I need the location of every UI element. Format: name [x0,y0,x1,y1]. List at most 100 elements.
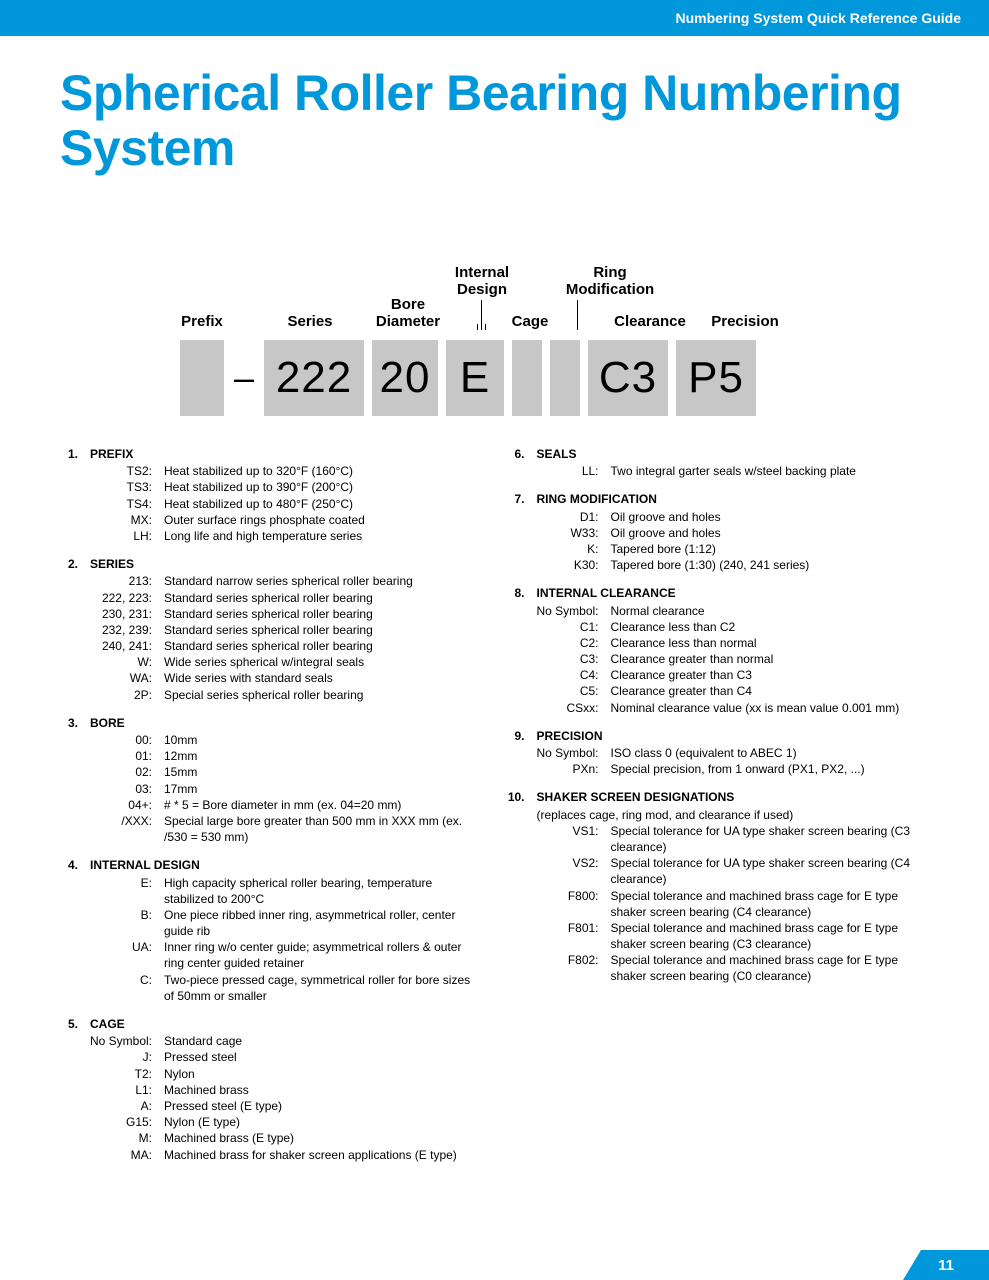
section: 9.PRECISIONNo Symbol:ISO class 0 (equiva… [507,728,930,778]
box-prefix [180,340,224,416]
diagram-labels: Prefix Series Bore Diameter Internal Des… [180,250,900,330]
entry: TS4:Heat stabilized up to 480°F (250°C) [60,496,483,512]
entry-desc: Machined brass for shaker screen applica… [164,1147,483,1163]
entry-code: C: [60,972,152,1004]
entry-desc: Wide series with standard seals [164,670,483,686]
entry-code: TS2: [60,463,152,479]
entry-desc: Machined brass [164,1082,483,1098]
column-left: 1.PREFIXTS2:Heat stabilized up to 320°F … [60,446,483,1175]
entry-desc: High capacity spherical roller bearing, … [164,875,483,907]
entry-code: UA: [60,939,152,971]
section-title: SEALS [537,446,930,462]
page-number: 11 [938,1257,954,1274]
entry-desc: Machined brass (E type) [164,1130,483,1146]
entry-desc: Nominal clearance value (xx is mean valu… [611,700,930,716]
entry-code: TS4: [60,496,152,512]
entry-desc: ISO class 0 (equivalent to ABEC 1) [611,745,930,761]
box-precision: P5 [676,340,756,416]
entry-desc: Standard series spherical roller bearing [164,622,483,638]
entry-code: VS2: [507,855,599,887]
section-number: 5. [60,1016,78,1032]
entry: D1: Oil groove and holes [507,509,930,525]
section-heading: 2.SERIES [60,556,483,572]
section: 10.SHAKER SCREEN DESIGNATIONS(replaces c… [507,789,930,984]
entry-desc: Special tolerance and machined brass cag… [611,920,930,952]
entry: UA: Inner ring w/o center guide; asymmetr… [60,939,483,971]
box-internal: E [446,340,504,416]
entry-code: 01: [60,748,152,764]
entry-desc: Standard cage [164,1033,483,1049]
entry-code: VS1: [507,823,599,855]
entry-desc: Standard narrow series spherical roller … [164,573,483,589]
entry-code: CSxx: [507,700,599,716]
entry: C4:Clearance greater than C3 [507,667,930,683]
box-ringmod [550,340,580,416]
entry-code: B: [60,907,152,939]
entry: 230, 231:Standard series spherical rolle… [60,606,483,622]
entry-desc: Heat stabilized up to 320°F (160°C) [164,463,483,479]
entry-desc: Special tolerance and machined brass cag… [611,888,930,920]
entry: /XXX:Special large bore greater than 500… [60,813,483,845]
entry-desc: Two-piece pressed cage, symmetrical roll… [164,972,483,1004]
entry-code: A: [60,1098,152,1114]
diagram-boxes: – 222 20 E C3 P5 [180,340,756,416]
page-number-tab: 11 [903,1250,989,1280]
entry: LH:Long life and high temperature series [60,528,483,544]
entries: 213:Standard narrow series spherical rol… [60,573,483,703]
entry-code: L1: [60,1082,152,1098]
entry-code: D1: [507,509,599,525]
entry: K:Tapered bore (1:12) [507,541,930,557]
entry: LL: Two integral garter seals w/steel bac… [507,463,930,479]
entry: E:High capacity spherical roller bearing… [60,875,483,907]
entry-code: 02: [60,764,152,780]
entry: J: Pressed steel [60,1049,483,1065]
entries: No Symbol:Standard cageJ:Pressed steelT2… [60,1033,483,1163]
section: 8.INTERNAL CLEARANCENo Symbol:Normal cle… [507,585,930,716]
box-clearance: C3 [588,340,668,416]
section: 2.SERIES213:Standard narrow series spher… [60,556,483,703]
section-number: 3. [60,715,78,731]
entry-desc: Special large bore greater than 500 mm i… [164,813,483,845]
section-heading: 6.SEALS [507,446,930,462]
entry-desc: Pressed steel [164,1049,483,1065]
entry: 04+:# * 5 = Bore diameter in mm (ex. 04=… [60,797,483,813]
section-heading: 7.RING MODIFICATION [507,491,930,507]
entry: C1:Clearance less than C2 [507,619,930,635]
label-precision: Precision [695,313,795,330]
entry-code: LL: [507,463,599,479]
entry-code: G15: [60,1114,152,1130]
section: 1.PREFIXTS2:Heat stabilized up to 320°F … [60,446,483,544]
entry: C: Two-piece pressed cage, symmetrical ro… [60,972,483,1004]
entry-code: J: [60,1049,152,1065]
entry-code: C5: [507,683,599,699]
entries: No Symbol: ISO class 0 (equivalent to ABE… [507,745,930,777]
entry-desc: Clearance less than normal [611,635,930,651]
entry: MX:Outer surface rings phosphate coated [60,512,483,528]
entry-code: No Symbol: [507,745,599,761]
guide-title: Numbering System Quick Reference Guide [675,10,961,26]
entry: 03:17mm [60,781,483,797]
section-note: (replaces cage, ring mod, and clearance … [537,807,930,823]
entry: No Symbol:Normal clearance [507,603,930,619]
entry-desc: Inner ring w/o center guide; asymmetrica… [164,939,483,971]
entry: G15:Nylon (E type) [60,1114,483,1130]
label-prefix: Prefix [152,313,252,330]
entry: PXn:Special precision, from 1 onward (PX… [507,761,930,777]
entry-desc: Two integral garter seals w/steel backin… [611,463,930,479]
section-heading: 5.CAGE [60,1016,483,1032]
entries: 00:10mm01:12mm02:15mm03:17mm04+:# * 5 = … [60,732,483,845]
box-bore: 20 [372,340,438,416]
label-bore: Bore Diameter [358,297,458,330]
entry-code: T2: [60,1066,152,1082]
entry: A:Pressed steel (E type) [60,1098,483,1114]
entry-desc: Special tolerance and machined brass cag… [611,952,930,984]
section-number: 4. [60,857,78,873]
entry: L1: Machined brass [60,1082,483,1098]
entry: 2P:Special series spherical roller beari… [60,687,483,703]
entry-code: 04+: [60,797,152,813]
tick-ringmod [577,300,578,330]
section-title: RING MODIFICATION [537,491,930,507]
entry-desc: Oil groove and holes [611,509,930,525]
entry: W:Wide series spherical w/integral seals [60,654,483,670]
entry-desc: Tapered bore (1:30) (240, 241 series) [611,557,930,573]
